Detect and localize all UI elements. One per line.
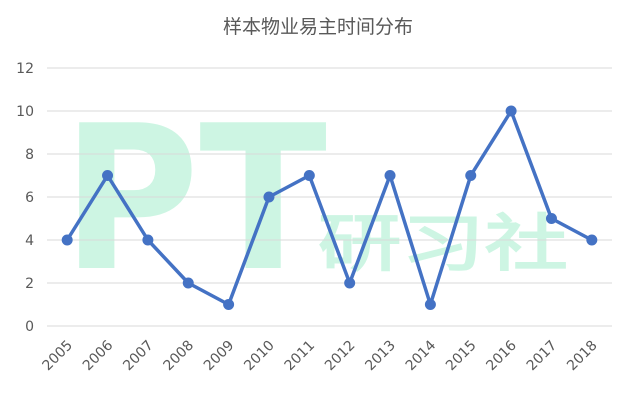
- y-tick-label: 6: [25, 190, 34, 206]
- data-point: [384, 170, 396, 181]
- data-point: [102, 170, 114, 181]
- x-tick-label: 2016: [483, 337, 520, 374]
- data-point: [223, 299, 235, 310]
- data-point: [263, 191, 275, 203]
- x-tick-label: 2009: [201, 338, 238, 375]
- x-tick-label: 2007: [120, 338, 157, 375]
- x-tick-label: 2011: [282, 338, 319, 375]
- data-point: [586, 234, 598, 246]
- data-point: [505, 105, 517, 117]
- data-point: [61, 234, 73, 246]
- x-tick-label: 2006: [80, 337, 117, 374]
- data-point: [182, 277, 194, 289]
- x-axis-ticks: 2005 2006 2007 2008 2009 2010 2011 2012 2013 2014…: [39, 337, 600, 374]
- data-point: [303, 170, 315, 181]
- y-tick-label: 12: [16, 61, 34, 77]
- data-point: [344, 277, 356, 289]
- y-tick-label: 2: [25, 276, 34, 292]
- gridlines: [47, 67, 612, 327]
- x-tick-label: 2005: [39, 338, 76, 375]
- watermark-logo: PT: [62, 83, 327, 316]
- y-tick-label: 8: [25, 147, 34, 163]
- data-point: [465, 170, 477, 181]
- x-tick-label: 2010: [241, 338, 278, 375]
- x-tick-label: 2013: [362, 338, 399, 375]
- series-group: [61, 105, 598, 310]
- chart-title: 样本物业易主时间分布: [223, 16, 413, 38]
- x-tick-label: 2018: [564, 338, 601, 375]
- x-tick-label: 2012: [322, 338, 359, 375]
- y-axis-ticks: 0 2 4 6 8 10 12: [16, 61, 34, 335]
- y-tick-label: 4: [25, 233, 34, 249]
- data-point: [545, 213, 557, 224]
- series-line: [65, 109, 594, 307]
- y-tick-label: 10: [16, 104, 34, 120]
- x-tick-label: 2008: [161, 338, 198, 375]
- x-tick-label: 2017: [524, 338, 561, 375]
- x-tick-label: 2015: [443, 338, 480, 375]
- data-point: [424, 299, 436, 310]
- y-tick-label: 0: [25, 319, 34, 335]
- x-tick-label: 2014: [403, 337, 440, 374]
- watermark: PT 研习社: [62, 83, 568, 316]
- data-point: [142, 234, 154, 246]
